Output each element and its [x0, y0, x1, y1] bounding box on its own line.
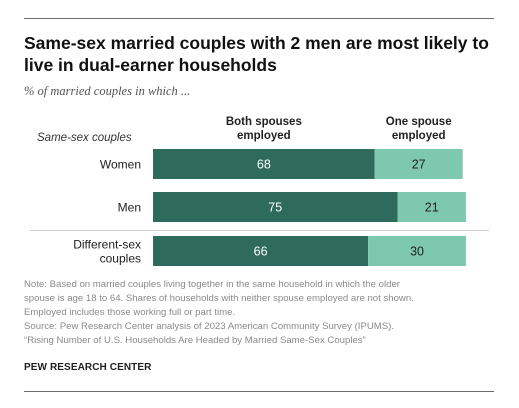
legend-label-line: employed — [392, 130, 446, 142]
chart-title: Same-sex married couples with 2 men are … — [24, 33, 489, 75]
bar-1-0 — [374, 149, 463, 179]
bar-1-2 — [368, 236, 466, 266]
category-label-line: Men — [118, 201, 141, 215]
note-line: Note: Based on married couples living to… — [24, 279, 400, 290]
data-label: 30 — [410, 245, 424, 259]
chart-subtitle: % of married couples in which ... — [24, 84, 191, 98]
category-label: Women — [100, 158, 141, 172]
data-label: 75 — [268, 201, 282, 215]
bar-0-1 — [153, 192, 398, 222]
report-title-line: “Rising Number of U.S. Households Are He… — [24, 335, 366, 346]
bar-1-1 — [397, 192, 466, 222]
data-label: 21 — [425, 201, 439, 215]
category-label-line: Women — [100, 158, 141, 172]
category-label-line: couples — [100, 252, 141, 266]
category-label-line: Different-sex — [73, 238, 141, 252]
source-line: Source: Pew Research Center analysis of … — [24, 321, 395, 332]
top-rule — [24, 18, 494, 19]
group-label: Same-sex couples — [37, 132, 132, 144]
legend-label-0: Both spouses employed — [226, 116, 302, 142]
pew-research-center-label: PEW RESEARCH CENTER — [24, 362, 152, 373]
legend-label-1: One spouse employed — [386, 116, 452, 142]
note-line: spouse is age 18 to 64. Shares of househ… — [24, 293, 414, 304]
data-label: 27 — [412, 158, 426, 172]
category-label: Men — [118, 201, 141, 215]
bar-0-0 — [153, 149, 375, 179]
legend-label-line: One spouse — [386, 116, 452, 128]
chart-note: Note: Based on married couples living to… — [24, 278, 499, 348]
data-label: 66 — [254, 245, 268, 259]
legend-label-line: Both spouses — [226, 116, 302, 128]
legend-label-line: employed — [237, 130, 291, 142]
bar-0-2 — [153, 236, 369, 266]
bottom-rule — [24, 391, 494, 392]
data-label: 68 — [257, 158, 271, 172]
category-label: Different-sex couples — [73, 238, 141, 266]
note-line: Employed includes those working full or … — [24, 307, 236, 318]
